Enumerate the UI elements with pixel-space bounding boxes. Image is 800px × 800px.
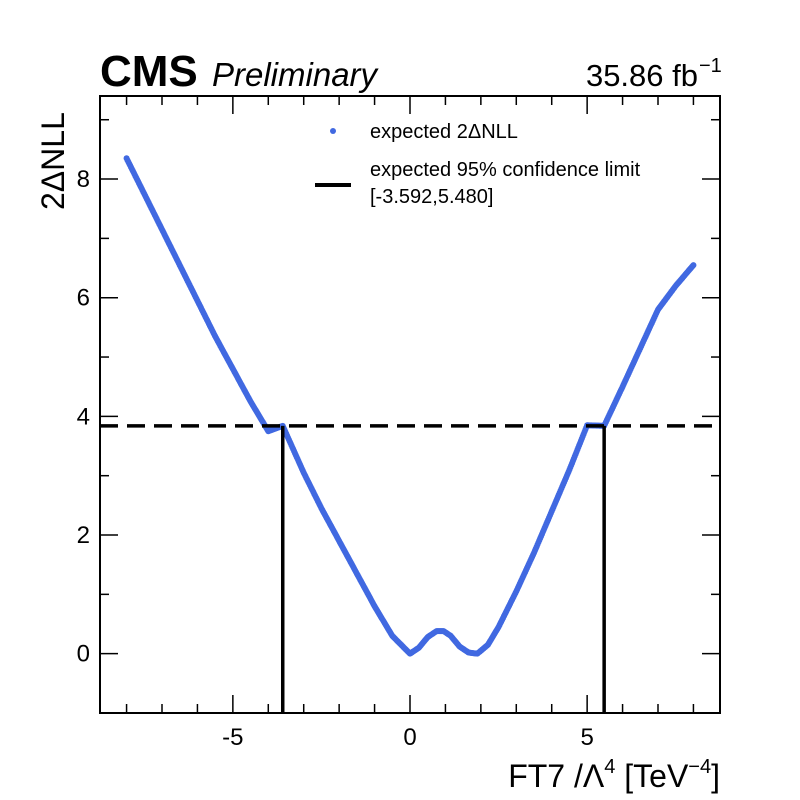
legend-label-limit: expected 95% confidence limit xyxy=(370,159,641,181)
y-tick-label: 8 xyxy=(77,166,90,193)
y-tick-label: 6 xyxy=(77,285,90,312)
x-tick-label: 5 xyxy=(580,724,593,751)
nll-series xyxy=(123,155,697,657)
nll-point xyxy=(690,262,697,269)
data-layer xyxy=(100,155,720,713)
preliminary-label: Preliminary xyxy=(212,56,380,93)
cms-label: CMS xyxy=(100,47,198,96)
legend-label-interval: [-3.592,5.480] xyxy=(370,186,493,208)
legend-marker-nll xyxy=(330,128,336,134)
y-tick-label: 0 xyxy=(77,641,90,668)
x-axis-title: FT7 /Λ4 [TeV−4] xyxy=(508,756,720,794)
x-tick-label: 0 xyxy=(403,724,416,751)
y-tick-label: 2 xyxy=(77,522,90,549)
axis-ticks xyxy=(100,96,720,714)
legend-label-nll: expected 2ΔNLL xyxy=(370,121,518,143)
legend: expected 2ΔNLL expected 95% confidence l… xyxy=(315,121,641,208)
luminosity-label: 35.86 fb xyxy=(586,58,698,93)
luminosity-exponent: −1 xyxy=(699,55,722,77)
tick-labels: -5 0 5 0 2 4 6 8 xyxy=(77,166,594,751)
x-tick-label: -5 xyxy=(222,724,243,751)
y-tick-label: 4 xyxy=(77,403,90,430)
y-axis-title: 2ΔNLL xyxy=(35,112,71,210)
plot-frame xyxy=(99,95,721,714)
